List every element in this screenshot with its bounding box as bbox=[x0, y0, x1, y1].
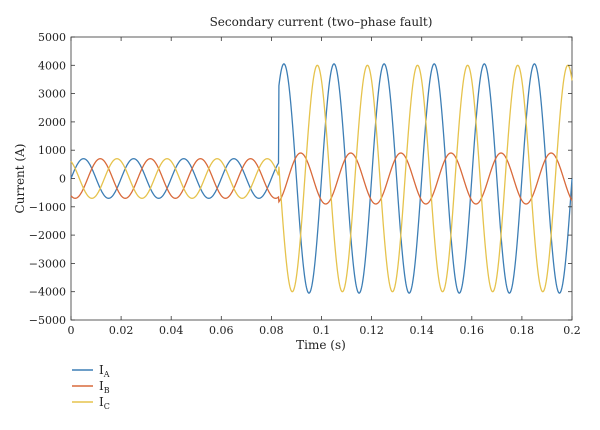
x-tick-label: 0.2 bbox=[563, 324, 581, 337]
x-tick-label: 0.14 bbox=[409, 324, 434, 337]
y-tick-label: −4000 bbox=[29, 286, 66, 299]
y-tick-label: −1000 bbox=[29, 201, 66, 214]
y-tick-label: −3000 bbox=[29, 257, 66, 270]
y-axis-label: Current (A) bbox=[13, 144, 27, 214]
y-tick-label: 1000 bbox=[38, 144, 66, 157]
legend-label-a: IA bbox=[99, 363, 110, 379]
legend-label-main: I bbox=[99, 363, 104, 377]
x-axis-label: Time (s) bbox=[296, 338, 346, 352]
x-tick-label: 0.1 bbox=[313, 324, 331, 337]
series-layer bbox=[70, 63, 573, 294]
legend-label-subscript: C bbox=[104, 402, 110, 411]
y-tick-label: −2000 bbox=[29, 229, 66, 242]
x-tick-label: 0 bbox=[68, 324, 75, 337]
y-tick-label: −5000 bbox=[29, 314, 66, 327]
x-tick-label: 0.16 bbox=[460, 324, 485, 337]
y-tick-label: 5000 bbox=[38, 31, 66, 44]
x-tick-label: 0.08 bbox=[259, 324, 284, 337]
y-tick-label: 2000 bbox=[38, 116, 66, 129]
chart-title: Secondary current (two–phase fault) bbox=[210, 15, 433, 29]
x-tick-label: 0.12 bbox=[359, 324, 384, 337]
y-tick-label: 3000 bbox=[38, 88, 66, 101]
legend-label-main: I bbox=[99, 379, 104, 393]
legend-label-c: IC bbox=[99, 395, 110, 411]
legend-label-subscript: A bbox=[103, 370, 110, 379]
y-axis: −5000 −4000 −3000 −2000 −1000 0 1000 2000 3000 40… bbox=[29, 31, 572, 327]
legend-label-b: IB bbox=[99, 379, 110, 395]
y-tick-label: 0 bbox=[59, 173, 66, 186]
legend-label-subscript: B bbox=[104, 386, 110, 395]
x-tick-label: 0.06 bbox=[209, 324, 234, 337]
x-tick-label: 0.04 bbox=[159, 324, 184, 337]
series-line-c bbox=[70, 64, 573, 293]
y-tick-label: 4000 bbox=[38, 59, 66, 72]
x-tick-label: 0.02 bbox=[109, 324, 134, 337]
x-tick-label: 0.18 bbox=[510, 324, 535, 337]
series-line-a bbox=[70, 63, 573, 294]
legend-label-main: I bbox=[99, 395, 104, 409]
series-line-b bbox=[70, 152, 573, 205]
x-axis: 0 0.02 0.04 0.06 0.08 0.1 0.12 0.14 0.16 0.18 0.2 bbox=[68, 37, 581, 337]
